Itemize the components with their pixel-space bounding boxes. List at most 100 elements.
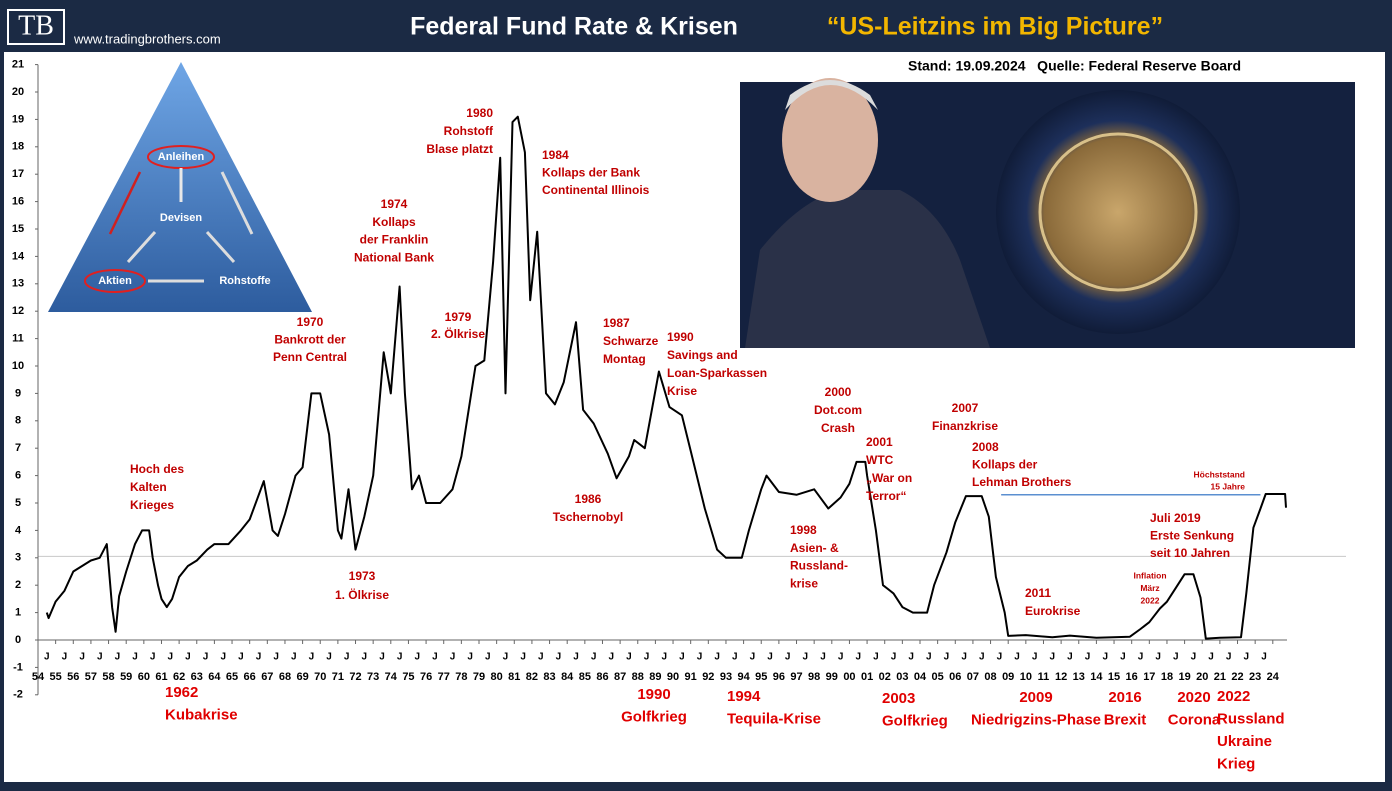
x-tick-label: 15 — [1108, 671, 1120, 683]
diagram: Anleihen Devisen Aktien Rohstoffe — [48, 62, 312, 312]
x-tick-label: 00 — [843, 671, 855, 683]
annotation: 1998 — [790, 523, 817, 537]
annotation: National Bank — [354, 250, 434, 264]
y-tick-label: 11 — [12, 333, 24, 345]
y-tick-label: -1 — [13, 661, 23, 673]
month-marker: J — [732, 652, 738, 663]
month-marker: J — [79, 652, 85, 663]
x-tick-label: 57 — [85, 671, 97, 683]
x-tick-label: 93 — [720, 671, 732, 683]
annotation: 1973 — [349, 569, 376, 583]
annotation: krise — [790, 576, 818, 590]
month-marker: J — [661, 652, 667, 663]
month-marker: J — [767, 652, 773, 663]
seal — [996, 90, 1240, 334]
rate-line — [45, 115, 1287, 640]
x-tick-label: 07 — [967, 671, 979, 683]
y-tick-label: 21 — [12, 59, 24, 71]
x-tick-label: 75 — [402, 671, 414, 683]
month-marker: J — [44, 652, 50, 663]
month-marker: J — [838, 652, 844, 663]
y-tick-label: -2 — [13, 689, 23, 701]
month-marker: J — [750, 652, 756, 663]
month-marker: J — [1014, 652, 1020, 663]
photo — [740, 78, 1355, 348]
month-marker: J — [609, 652, 615, 663]
month-marker: J — [503, 652, 509, 663]
y-tick-label: 9 — [15, 387, 21, 399]
chart-title: Federal Fund Rate & Krisen — [410, 13, 738, 41]
x-tick-label: 02 — [879, 671, 891, 683]
month-marker: J — [1032, 652, 1038, 663]
month-marker: J — [115, 652, 121, 663]
x-tick-label: 60 — [138, 671, 150, 683]
event-label: 2020 — [1177, 689, 1210, 706]
x-tick-label: 91 — [685, 671, 697, 683]
month-marker: J — [62, 652, 68, 663]
x-tick-label: 16 — [1126, 671, 1138, 683]
y-tick-label: 10 — [12, 360, 24, 372]
x-tick-label: 65 — [226, 671, 238, 683]
annotation: Erste Senkung — [1150, 529, 1234, 543]
annotation: seit 10 Jahren — [1150, 546, 1230, 560]
annotation: 2. Ölkrise — [431, 326, 485, 341]
event-label: Golfkrieg — [882, 712, 948, 729]
annotation: Schwarze — [603, 334, 659, 348]
x-tick-label: 74 — [385, 671, 398, 683]
annotation: 2008 — [972, 440, 999, 454]
y-tick-label: 3 — [15, 552, 21, 564]
y-tick-label: 16 — [12, 196, 24, 208]
month-marker: J — [309, 652, 315, 663]
month-marker: J — [1085, 652, 1091, 663]
month-marker: J — [1208, 652, 1214, 663]
month-marker: J — [556, 652, 562, 663]
x-tick-label: 79 — [473, 671, 485, 683]
month-marker: J — [1173, 652, 1179, 663]
event-label: 1962 — [165, 684, 198, 701]
x-tick-label: 88 — [632, 671, 644, 683]
y-tick-label: 13 — [12, 278, 24, 290]
x-tick-label: 19 — [1178, 671, 1190, 683]
month-marker: J — [450, 652, 456, 663]
x-tick-label: 04 — [914, 671, 927, 683]
x-tick-label: 54 — [32, 671, 45, 683]
annotation: Crash — [821, 421, 855, 435]
diagram-label: Aktien — [98, 275, 132, 287]
chart-subtitle: “US-Leitzins im Big Picture” — [827, 13, 1163, 41]
month-marker: J — [997, 652, 1003, 663]
annotation: 2011 — [1025, 586, 1051, 600]
person-head — [782, 78, 878, 202]
annotation: März — [1140, 583, 1159, 593]
x-tick-label: 14 — [1090, 671, 1103, 683]
x-tick-label: 97 — [790, 671, 802, 683]
month-marker: J — [873, 652, 879, 663]
x-tick-label: 80 — [491, 671, 503, 683]
x-tick-label: 61 — [155, 671, 167, 683]
month-marker: J — [591, 652, 597, 663]
y-tick-label: 8 — [15, 415, 21, 427]
x-tick-label: 21 — [1214, 671, 1226, 683]
annotation: Höchststand — [1194, 469, 1245, 479]
x-tick-label: 89 — [649, 671, 661, 683]
event-label: Russland — [1217, 710, 1285, 727]
x-tick-label: 11 — [1038, 671, 1050, 683]
y-tick-label: 14 — [12, 250, 25, 262]
month-marker: J — [132, 652, 138, 663]
x-tick-label: 63 — [191, 671, 203, 683]
event-label: Golfkrieg — [621, 708, 687, 725]
x-tick-label: 72 — [349, 671, 361, 683]
event-label: 1994 — [727, 688, 761, 705]
annotation: 1974 — [381, 197, 408, 211]
annotation: 1990 — [667, 330, 694, 344]
annotation: 15 Jahre — [1211, 481, 1246, 491]
x-tick-label: 95 — [755, 671, 767, 683]
x-tick-label: 10 — [1020, 671, 1032, 683]
arrow — [108, 171, 142, 235]
annotation: Asien- & — [790, 541, 839, 555]
x-tick-label: 94 — [737, 671, 750, 683]
x-tick-label: 99 — [826, 671, 838, 683]
annotation: Kollaps der — [972, 458, 1038, 472]
month-marker: J — [467, 652, 473, 663]
x-tick-label: 90 — [667, 671, 679, 683]
